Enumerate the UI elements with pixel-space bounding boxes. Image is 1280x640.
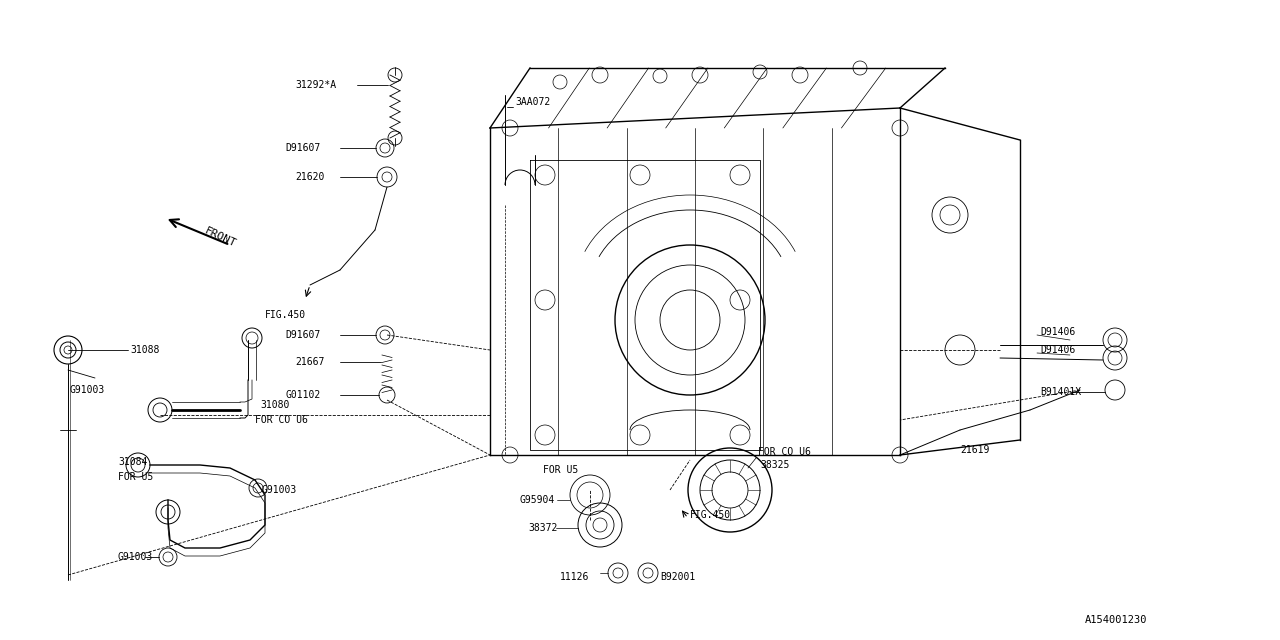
Text: 38372: 38372 bbox=[529, 523, 557, 533]
Text: FOR U5: FOR U5 bbox=[543, 465, 579, 475]
Text: FRONT: FRONT bbox=[204, 225, 238, 249]
Text: D91406: D91406 bbox=[1039, 327, 1075, 337]
Text: FOR CO U6: FOR CO U6 bbox=[255, 415, 308, 425]
Text: FIG.450: FIG.450 bbox=[690, 510, 731, 520]
Text: 31080: 31080 bbox=[260, 400, 289, 410]
Text: 38325: 38325 bbox=[760, 460, 790, 470]
Text: 31088: 31088 bbox=[131, 345, 160, 355]
Text: B91401X: B91401X bbox=[1039, 387, 1082, 397]
Text: B92001: B92001 bbox=[660, 572, 695, 582]
Text: FOR U5: FOR U5 bbox=[118, 472, 154, 482]
Text: G91003: G91003 bbox=[70, 385, 105, 395]
Text: 31084: 31084 bbox=[118, 457, 147, 467]
Text: 3AA072: 3AA072 bbox=[515, 97, 550, 107]
Text: 31292*A: 31292*A bbox=[294, 80, 337, 90]
Text: G01102: G01102 bbox=[285, 390, 320, 400]
Text: G95904: G95904 bbox=[520, 495, 556, 505]
Text: 21667: 21667 bbox=[294, 357, 324, 367]
Text: A154001230: A154001230 bbox=[1085, 615, 1147, 625]
Text: 11126: 11126 bbox=[561, 572, 589, 582]
Text: D91406: D91406 bbox=[1039, 345, 1075, 355]
Text: FOR CO U6: FOR CO U6 bbox=[758, 447, 810, 457]
Text: 21620: 21620 bbox=[294, 172, 324, 182]
Text: D91607: D91607 bbox=[285, 143, 320, 153]
Text: D91607: D91607 bbox=[285, 330, 320, 340]
Text: G91003: G91003 bbox=[118, 552, 154, 562]
Text: FIG.450: FIG.450 bbox=[265, 310, 306, 320]
Text: 21619: 21619 bbox=[960, 445, 989, 455]
Text: G91003: G91003 bbox=[262, 485, 297, 495]
